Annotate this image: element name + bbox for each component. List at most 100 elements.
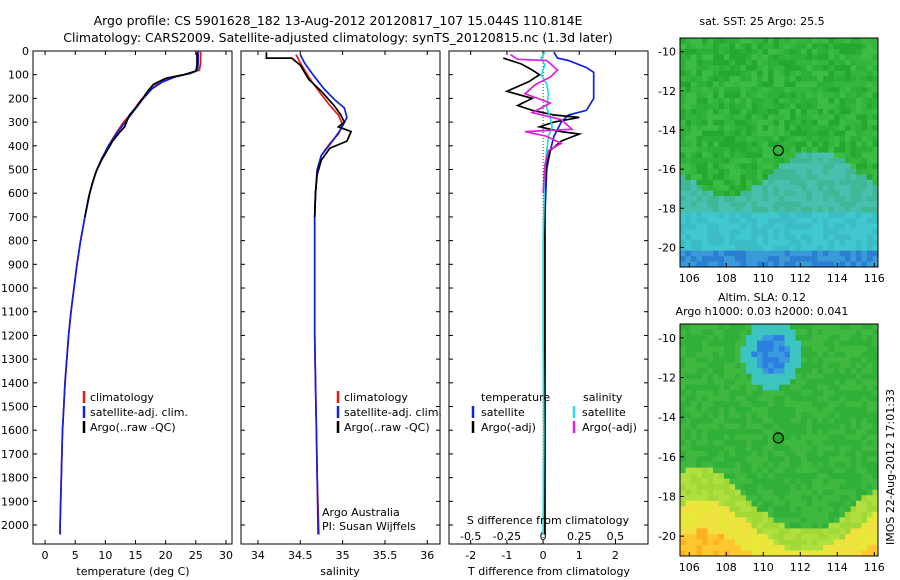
map-cell — [680, 76, 686, 83]
map-cell — [867, 500, 873, 507]
map-cell — [856, 451, 862, 457]
series-line-climatology — [295, 54, 344, 535]
map-cell — [773, 59, 780, 66]
map-cell — [828, 467, 835, 474]
map-cell — [801, 423, 807, 430]
map-cell — [757, 522, 763, 529]
map-cell — [790, 81, 796, 88]
map-cell — [685, 528, 692, 535]
map-cell — [779, 119, 785, 126]
map-cell — [746, 473, 752, 480]
map-cell — [795, 368, 802, 375]
map-cell — [680, 65, 686, 72]
map-cell — [812, 406, 818, 413]
map-cell — [691, 70, 697, 77]
map-cell — [823, 196, 829, 202]
map-cell — [713, 223, 719, 230]
map-y-tick-label: -14 — [658, 411, 676, 424]
map-cell — [790, 48, 796, 55]
series-line-satellite-adj-clim- — [299, 54, 348, 535]
map-cell — [817, 168, 824, 175]
map-cell — [839, 179, 846, 186]
map-cell — [729, 340, 736, 347]
map-cell — [817, 379, 824, 386]
map-cell — [872, 517, 879, 524]
map-cell — [817, 351, 824, 358]
map-cell — [850, 245, 857, 252]
map-cell — [757, 544, 763, 551]
map-cell — [768, 324, 774, 330]
map-cell — [784, 103, 791, 110]
x-tick-label: 20 — [159, 549, 173, 562]
map-cell — [839, 125, 846, 132]
map-cell — [740, 340, 747, 347]
credit-pi: PI: Susan Wijffels — [322, 520, 416, 533]
map-cell — [746, 329, 752, 336]
map-cell — [680, 434, 686, 441]
map-cell — [817, 196, 824, 202]
map-cell — [834, 401, 840, 408]
map-cell — [702, 351, 708, 358]
map-cell — [867, 76, 873, 83]
map-cell — [746, 157, 752, 164]
map-cell — [680, 517, 686, 524]
map-cell — [845, 379, 851, 386]
map-cell — [806, 217, 813, 224]
map-cell — [817, 207, 824, 213]
map-cell — [702, 412, 708, 419]
map-cell — [784, 335, 791, 341]
map-cell — [806, 379, 813, 386]
map-cell — [740, 163, 747, 170]
map-cell — [817, 212, 824, 219]
map-cell — [861, 59, 868, 66]
map-cell — [740, 324, 747, 330]
map-cell — [834, 506, 840, 513]
map-cell — [751, 223, 758, 230]
map-cell — [834, 451, 840, 457]
map-cell — [784, 179, 791, 186]
map-cell — [812, 434, 818, 441]
map-cell — [795, 196, 802, 202]
map-cell — [751, 489, 758, 496]
map-cell — [801, 250, 807, 257]
map-cell — [839, 390, 846, 397]
map-cell — [696, 544, 703, 551]
map-cell — [872, 43, 879, 50]
map-cell — [806, 48, 813, 55]
map-cell — [740, 92, 747, 99]
map-cell — [696, 368, 703, 375]
map-cell — [757, 401, 763, 408]
map-cell — [702, 489, 708, 496]
map-cell — [762, 207, 769, 213]
map-cell — [740, 401, 747, 408]
map-cell — [867, 362, 873, 369]
map-cell — [790, 329, 796, 336]
map-cell — [861, 390, 868, 397]
map-cell — [718, 125, 725, 132]
map-cell — [680, 97, 686, 104]
map-cell — [872, 239, 879, 246]
map-cell — [746, 362, 752, 369]
map-cell — [839, 346, 846, 353]
map-cell — [790, 190, 796, 197]
map-cell — [691, 401, 697, 408]
map-cell — [702, 340, 708, 347]
map-cell — [817, 456, 824, 463]
map-cell — [685, 65, 692, 72]
map-cell — [757, 456, 763, 463]
map-cell — [779, 511, 785, 518]
map-cell — [828, 234, 835, 241]
map-cell — [845, 484, 851, 491]
map-cell — [762, 141, 769, 148]
map-cell — [850, 445, 857, 452]
map-cell — [762, 163, 769, 170]
map-cell — [724, 351, 730, 358]
map-cell — [867, 550, 873, 557]
map-cell — [795, 329, 802, 336]
map-cell — [718, 92, 725, 99]
map-cell — [856, 395, 862, 402]
map-cell — [691, 539, 697, 546]
map-cell — [806, 544, 813, 551]
map-cell — [713, 92, 719, 99]
map-cell — [757, 517, 763, 524]
